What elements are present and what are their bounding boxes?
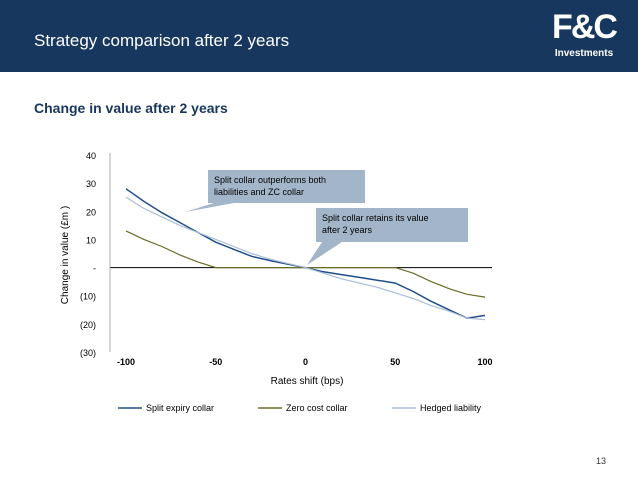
callout-box: Split collar retains its value after 2 ye… bbox=[307, 208, 468, 265]
y-tick-label: 40 bbox=[86, 151, 96, 161]
series-lines bbox=[125, 188, 486, 321]
y-tick-label: (20) bbox=[80, 320, 96, 330]
callout-background bbox=[208, 170, 365, 203]
callout-background bbox=[316, 208, 468, 242]
x-tick-label: -100 bbox=[117, 357, 135, 367]
y-tick-label: 10 bbox=[86, 235, 96, 245]
x-tick-label: -50 bbox=[209, 357, 222, 367]
y-axis-ticks: 40 30 20 10 - (10) (20) (30) bbox=[80, 151, 96, 358]
x-axis-label: Rates shift (bps) bbox=[271, 376, 344, 387]
legend-item: Zero cost collar bbox=[258, 403, 348, 413]
callout-text: liabilities and ZC collar bbox=[214, 187, 304, 197]
x-tick-label: 0 bbox=[303, 357, 308, 367]
legend-label: Hedged liability bbox=[420, 403, 482, 413]
y-tick-label: (30) bbox=[80, 348, 96, 358]
legend-item: Split expiry collar bbox=[118, 403, 214, 413]
callout-pointer bbox=[307, 242, 342, 265]
chart-subtitle: Change in value after 2 years bbox=[34, 100, 228, 116]
chart-legend: Split expiry collar Zero cost collar Hedge… bbox=[118, 403, 482, 413]
callout-box: Split collar outperforms both liabilities… bbox=[185, 170, 365, 212]
callouts: Split collar outperforms both liabilities… bbox=[185, 170, 468, 265]
slide-title: Strategy comparison after 2 years bbox=[34, 31, 290, 50]
y-tick-label: 30 bbox=[86, 179, 96, 189]
logo-subtext: Investments bbox=[554, 48, 614, 59]
legend-item: Hedged liability bbox=[392, 403, 482, 413]
y-tick-label: 20 bbox=[86, 207, 96, 217]
x-tick-label: 50 bbox=[390, 357, 400, 367]
fc-investments-logo: F&C Investments bbox=[548, 4, 620, 68]
x-tick-label: 100 bbox=[477, 357, 492, 367]
page-number: 13 bbox=[596, 456, 607, 466]
callout-pointer bbox=[185, 203, 234, 212]
legend-label: Zero cost collar bbox=[286, 403, 348, 413]
logo-mark: F&C bbox=[552, 8, 618, 46]
header-bar: Strategy comparison after 2 years F&C In… bbox=[0, 0, 638, 72]
callout-text: after 2 years bbox=[322, 225, 373, 235]
callout-text: Split collar retains its value bbox=[322, 213, 429, 223]
y-tick-label: (10) bbox=[80, 292, 96, 302]
callout-text: Split collar outperforms both bbox=[214, 175, 326, 185]
y-axis-label: Change in value (£m ) bbox=[60, 206, 71, 304]
y-tick-label: - bbox=[93, 264, 96, 274]
x-axis-ticks: -100 -50 0 50 100 bbox=[117, 357, 493, 367]
series-line-hedged-liability bbox=[125, 196, 486, 321]
legend-label: Split expiry collar bbox=[146, 403, 214, 413]
